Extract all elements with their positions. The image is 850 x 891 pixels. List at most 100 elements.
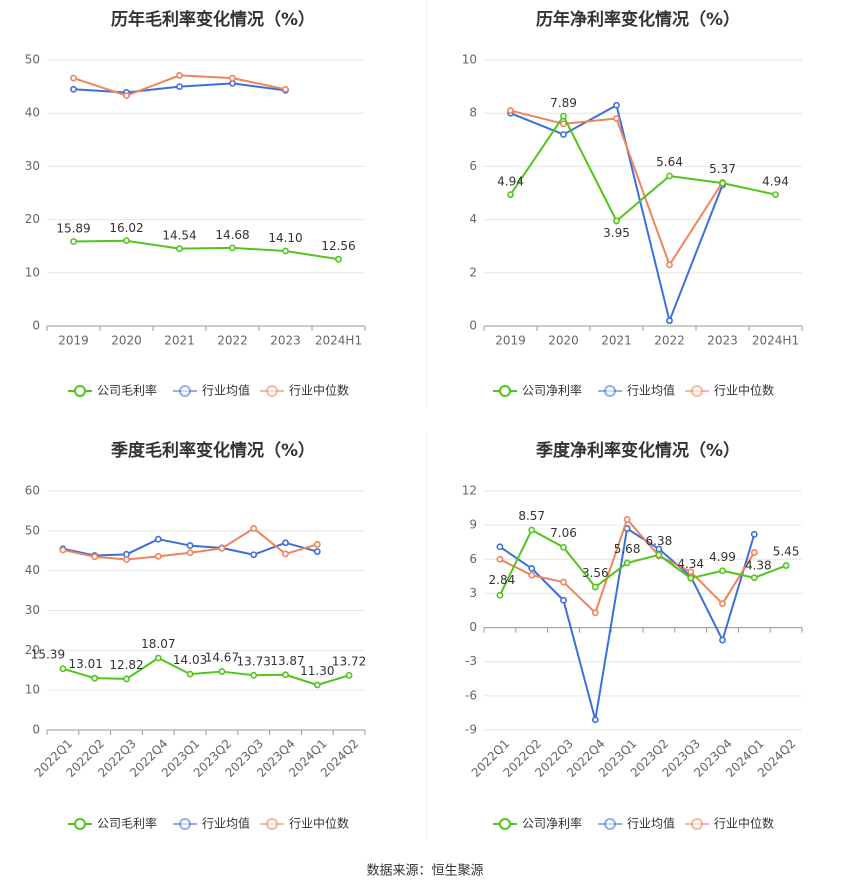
data-point (176, 245, 183, 253)
series-line-1 (509, 115, 776, 222)
data-label: 6.38 (646, 534, 673, 548)
y-tick-label: 0 (469, 620, 477, 634)
x-tick-label: 2019 (58, 334, 89, 348)
data-point (623, 516, 631, 523)
data-point (560, 596, 567, 604)
y-tick-label: 10 (25, 265, 40, 279)
data-label: 11.30 (300, 664, 334, 678)
x-tick-label: 2021 (164, 334, 195, 348)
chart-panel-1: 历年毛利率变化情况（%） 0 10 20 30 40 50 2019 2020 2021 2022 2… (25, 9, 366, 398)
y-tick-label: 9 (469, 518, 477, 532)
data-label: 4.99 (709, 550, 736, 564)
y-tick-label: -3 (465, 654, 477, 668)
legend-swatch-marker (691, 385, 703, 397)
y-tick-label: 30 (25, 159, 40, 173)
data-label: 3.95 (603, 226, 630, 240)
data-point (687, 574, 695, 582)
data-point (655, 551, 663, 559)
x-tick-label: 2021 (601, 334, 632, 348)
data-point (250, 551, 258, 559)
data-point (176, 72, 183, 79)
data-label: 7.89 (550, 96, 577, 110)
data-label: 4.34 (677, 557, 704, 571)
data-point (591, 583, 599, 591)
data-point (186, 549, 194, 557)
y-tick-label: -6 (465, 688, 477, 702)
data-point (528, 526, 536, 534)
y-tick-label: 30 (25, 603, 40, 617)
series-line-3 (510, 109, 724, 266)
data-label: 4.94 (497, 175, 524, 189)
data-point (70, 238, 77, 245)
data-point (528, 571, 536, 579)
data-label: 14.03 (173, 653, 207, 667)
data-point (313, 681, 321, 689)
x-tick-label: 2022 (654, 334, 685, 348)
series-line-1 (73, 239, 339, 261)
chart-panel-2: 历年净利率变化情况（%） 0 2 4 6 8 10 2019 2020 2021 2022 2023 2… (462, 9, 803, 398)
data-label: 14.10 (268, 231, 302, 245)
data-label: 5.64 (656, 155, 683, 169)
data-point (218, 668, 226, 675)
legend-swatch-marker (499, 385, 511, 397)
x-tick-label: 2024H1 (315, 334, 362, 348)
legend-label: 行业均值 (202, 816, 250, 831)
legend-label: 行业中位数 (714, 383, 774, 398)
legend-label: 公司毛利率 (97, 383, 157, 398)
data-label: 13.87 (270, 654, 304, 668)
data-point (560, 131, 567, 138)
data-label: 4.38 (745, 559, 772, 573)
y-tick-label: 20 (25, 212, 40, 226)
data-point (91, 553, 99, 561)
data-point (591, 716, 599, 724)
legend-item-1: 公司净利率 (493, 383, 582, 398)
x-tick-label: 2019 (495, 334, 526, 348)
y-tick-label: 20 (25, 643, 40, 657)
legend-swatch-marker (266, 818, 278, 830)
chart-title: 历年净利率变化情况（%） (536, 9, 740, 30)
legend-label: 行业均值 (202, 383, 250, 398)
data-point (123, 675, 130, 683)
legend-swatch-marker (74, 818, 86, 830)
data-point (613, 101, 620, 109)
y-tick-label: 40 (25, 106, 40, 120)
y-tick-label: 60 (25, 484, 40, 498)
y-tick-label: 0 (32, 319, 40, 333)
data-point (623, 559, 631, 567)
data-point (282, 539, 289, 547)
data-point (666, 317, 673, 325)
data-point (218, 544, 226, 552)
data-label: 18.07 (141, 637, 175, 651)
y-tick-label: 50 (25, 53, 40, 67)
data-point (282, 671, 289, 679)
y-tick-label: 10 (25, 683, 40, 697)
data-point (229, 74, 236, 82)
y-tick-label: 2 (469, 265, 477, 279)
data-point (613, 115, 620, 122)
y-tick-label: 6 (469, 159, 477, 173)
data-label: 5.45 (773, 545, 800, 559)
y-tick-label: 50 (25, 523, 40, 537)
x-tick-label: 2023 (270, 334, 301, 348)
data-point (750, 574, 758, 582)
data-point (591, 609, 599, 617)
data-point (176, 83, 183, 90)
legend-label: 公司净利率 (522, 816, 582, 831)
data-point (507, 107, 514, 114)
data-label: 3.56 (582, 566, 609, 580)
legend-item-2: 行业均值 (173, 383, 250, 398)
data-point (313, 540, 321, 548)
data-label: 15.39 (31, 648, 65, 662)
data-point (719, 179, 726, 187)
data-point (772, 191, 779, 198)
data-point (70, 74, 77, 82)
data-point (154, 552, 162, 560)
data-point (282, 85, 289, 93)
source-note: 数据来源：恒生聚源 (366, 864, 483, 879)
chart-title: 季度毛利率变化情况（%） (111, 440, 315, 461)
data-label: 12.56 (321, 239, 355, 253)
data-label: 2.84 (489, 573, 516, 587)
y-tick-label: -9 (465, 723, 477, 737)
legend-swatch-marker (266, 385, 278, 397)
data-point (250, 671, 258, 679)
